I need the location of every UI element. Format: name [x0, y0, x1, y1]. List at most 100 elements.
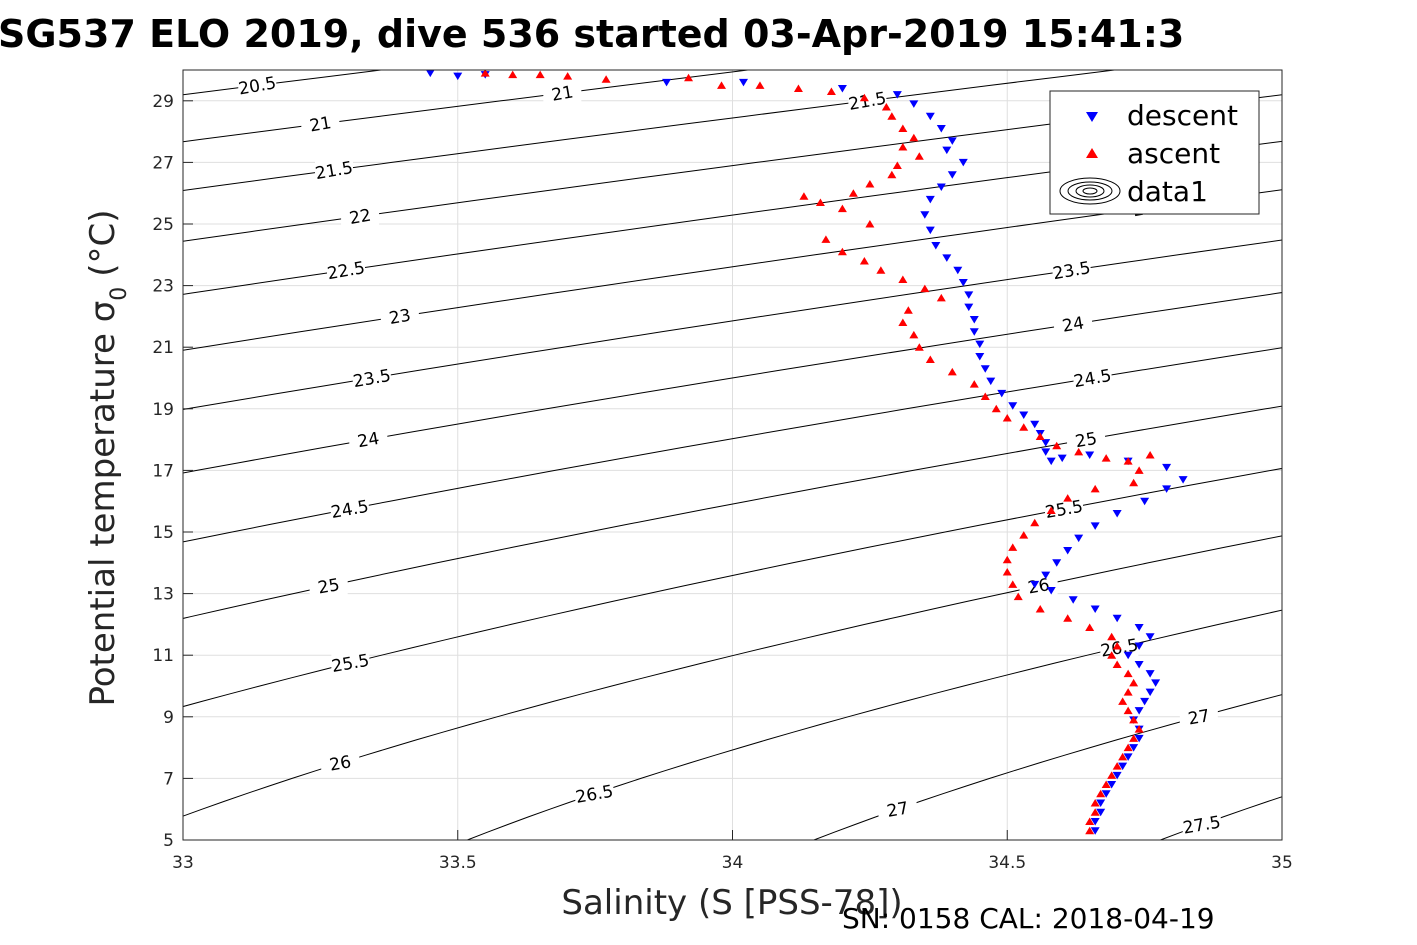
- contour-line: [183, 94, 1282, 242]
- ascent-point: [1118, 752, 1128, 761]
- ascent-point: [1019, 423, 1029, 431]
- ascent-point: [1129, 715, 1139, 724]
- ascent-point: [1008, 543, 1018, 551]
- ascent-point: [1090, 799, 1100, 807]
- ascent-point: [1123, 688, 1133, 696]
- descent-point: [1068, 596, 1078, 604]
- ascent-point: [859, 93, 869, 102]
- descent-point: [1134, 660, 1144, 669]
- ascent-point: [755, 81, 765, 89]
- contour-label-background: [380, 305, 419, 326]
- ascent-point: [920, 284, 930, 293]
- y-axis-label: Potential temperature σ0 (°C): [83, 209, 132, 706]
- descent-point: [1101, 790, 1111, 798]
- contour-label-background: [1182, 813, 1221, 834]
- contour-line: [812, 694, 1282, 840]
- descent-point: [892, 91, 902, 99]
- contour-line: [183, 292, 1282, 474]
- descent-point: [947, 171, 957, 179]
- x-tick-label: 33.5: [439, 853, 477, 873]
- ascent-point: [1002, 414, 1012, 422]
- contour-label-background: [349, 428, 388, 449]
- contour-label-background: [309, 574, 348, 595]
- contour-label-background: [1054, 313, 1093, 334]
- data-points: [426, 70, 1188, 835]
- descent-point: [1041, 448, 1051, 456]
- contour-label: 27: [1187, 706, 1212, 729]
- legend-data1-marker: [1059, 177, 1121, 205]
- ascent-point: [947, 367, 957, 376]
- descent-point: [1046, 587, 1056, 595]
- ascent-point: [991, 404, 1001, 413]
- descent-point: [925, 195, 935, 204]
- descent-point: [1112, 771, 1122, 780]
- descent-point: [1030, 580, 1040, 589]
- ascent-point: [1107, 771, 1117, 779]
- contour-line: [183, 70, 1119, 192]
- y-axis-label-subscript: 0: [107, 287, 132, 301]
- ascent-point: [1063, 614, 1073, 622]
- descent-point: [1063, 546, 1073, 555]
- descent-point: [1145, 688, 1155, 697]
- descent-point: [1046, 457, 1056, 466]
- contour-label-background: [341, 205, 380, 226]
- descent-point: [426, 70, 435, 78]
- descent-point: [738, 78, 748, 87]
- x-tick-label: 33: [172, 853, 194, 873]
- ascent-point: [1145, 451, 1155, 459]
- y-tick-label: 27: [152, 153, 174, 173]
- legend-descent-label: descent: [1127, 99, 1238, 132]
- ascent-point: [563, 72, 573, 80]
- descent-point: [1118, 762, 1128, 771]
- ascent-point: [859, 256, 869, 265]
- descent-point: [947, 137, 957, 145]
- ascent-point: [876, 266, 886, 274]
- contour-label-background: [330, 497, 369, 518]
- chart-title: SG537 ELO 2019, dive 536 started 03-Apr-…: [0, 12, 1184, 56]
- contour-label: 24: [356, 429, 381, 452]
- legend-ascent-label: ascent: [1127, 137, 1220, 170]
- ascent-point: [837, 204, 847, 213]
- y-tick-label: 19: [152, 400, 174, 420]
- descent-point: [1134, 623, 1144, 632]
- contour-label: 21: [308, 113, 333, 136]
- ascent-point: [865, 220, 875, 228]
- ascent-point: [1085, 826, 1095, 835]
- ascent-point: [821, 235, 831, 243]
- descent-point: [1112, 510, 1122, 518]
- ascent-point: [881, 102, 891, 111]
- descent-point: [936, 183, 946, 192]
- descent-point: [1123, 753, 1133, 761]
- ascent-point: [848, 189, 858, 197]
- contour-label-background: [1073, 367, 1112, 387]
- descent-point: [837, 84, 847, 93]
- y-tick-label: 15: [152, 523, 174, 543]
- ascent-point: [898, 275, 908, 283]
- ascent-point: [1035, 432, 1045, 441]
- descent-point: [1129, 744, 1139, 752]
- ascent-point: [1118, 697, 1128, 705]
- descent-point: [1162, 463, 1172, 472]
- descent-point: [1134, 642, 1144, 650]
- ascent-point: [1129, 678, 1139, 687]
- contour-label-background: [1179, 705, 1218, 726]
- ascent-point: [887, 170, 897, 179]
- contour-line: [183, 405, 1282, 619]
- descent-point: [1123, 651, 1133, 660]
- y-tick-label: 29: [152, 92, 174, 112]
- descent-point: [662, 78, 672, 87]
- descent-point: [1085, 451, 1095, 459]
- descent-point: [1162, 485, 1172, 493]
- descent-point: [1090, 522, 1100, 530]
- serial-calibration-note: SN: 0158 CAL: 2018-04-19: [842, 902, 1215, 935]
- contour-label-background: [301, 112, 340, 133]
- ascent-point: [1019, 531, 1029, 539]
- descent-point: [975, 340, 985, 349]
- contour-label-background: [321, 752, 360, 772]
- x-axis-label: Salinity (S [PSS-78]): [561, 883, 902, 923]
- ascent-point: [925, 355, 935, 364]
- ascent-point: [980, 392, 990, 400]
- ascent-point: [1101, 454, 1111, 462]
- descent-point: [1041, 439, 1051, 447]
- contour-label: 23: [388, 306, 413, 329]
